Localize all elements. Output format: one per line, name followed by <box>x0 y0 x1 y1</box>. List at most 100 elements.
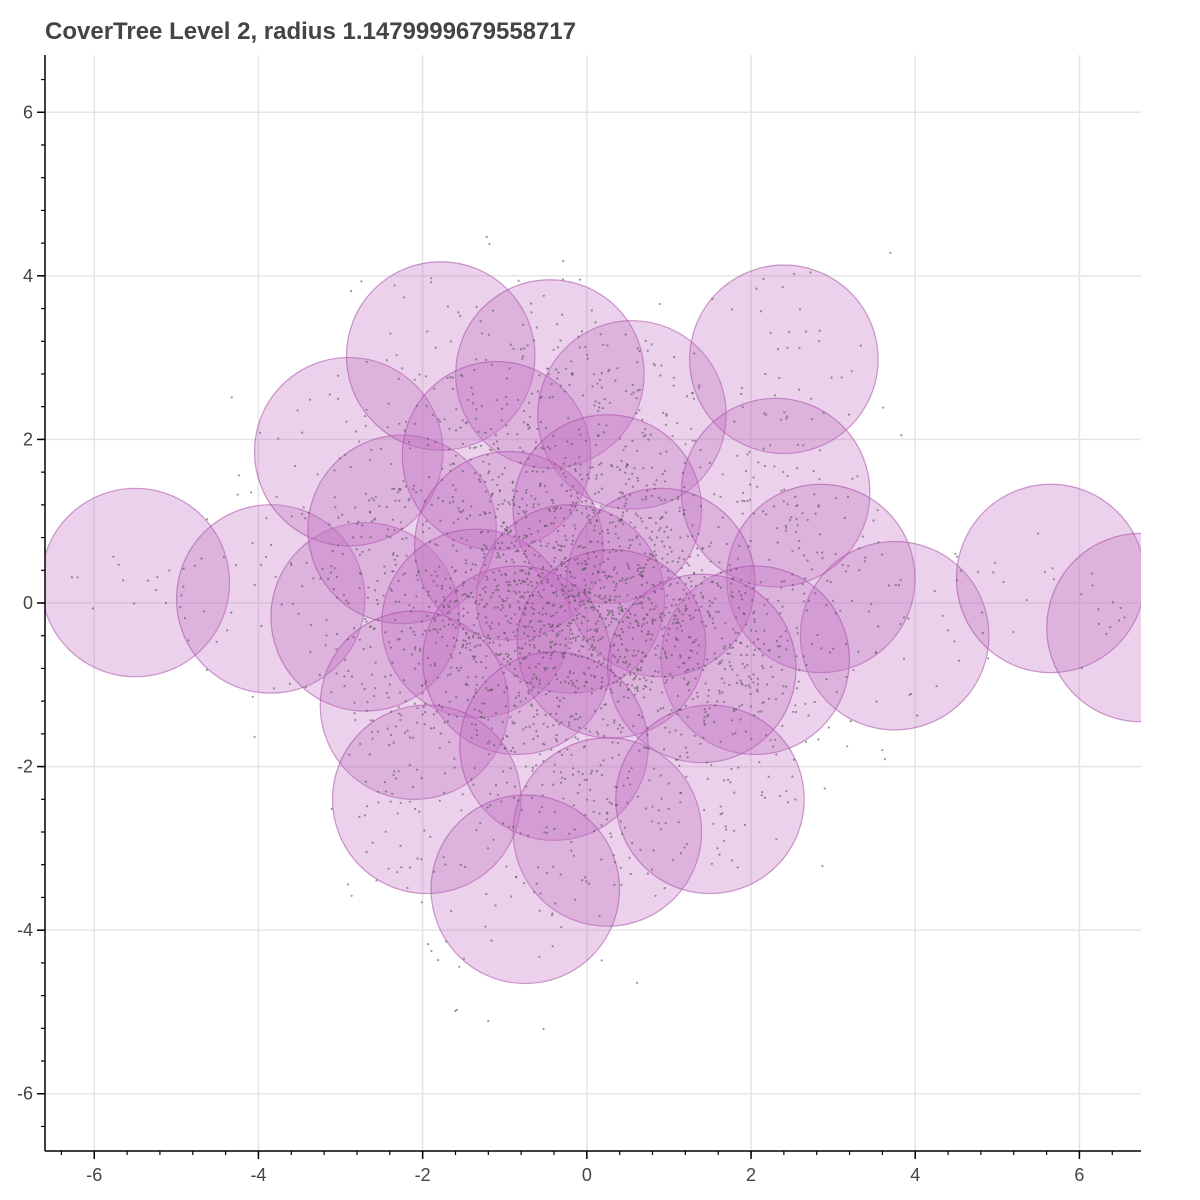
data-point <box>531 796 534 799</box>
data-point <box>640 583 644 586</box>
data-point <box>572 773 575 776</box>
data-point <box>432 580 435 583</box>
data-point <box>568 672 572 675</box>
data-point <box>417 662 420 665</box>
data-point <box>710 862 714 865</box>
data-point <box>332 587 335 591</box>
data-point <box>718 561 721 564</box>
data-point <box>251 542 254 545</box>
data-point <box>441 584 444 588</box>
data-point <box>773 738 777 741</box>
data-point <box>765 612 769 615</box>
data-point <box>683 461 686 464</box>
data-point <box>549 645 552 648</box>
data-point <box>607 532 610 535</box>
data-point <box>916 714 919 717</box>
data-point <box>393 284 396 287</box>
data-point <box>676 422 679 425</box>
data-point <box>344 453 347 456</box>
data-point <box>554 444 557 447</box>
data-point <box>466 611 469 614</box>
data-point <box>449 586 452 590</box>
data-point <box>662 706 665 710</box>
data-point <box>606 798 609 801</box>
data-point <box>526 423 529 426</box>
data-point <box>631 842 634 845</box>
data-point <box>644 428 647 431</box>
data-point <box>413 702 416 705</box>
data-point <box>525 534 529 537</box>
data-point <box>806 518 809 522</box>
data-point <box>644 498 648 501</box>
data-point <box>846 745 849 748</box>
data-point <box>541 613 544 616</box>
data-point <box>433 387 436 390</box>
data-point <box>718 692 721 695</box>
data-point <box>679 791 682 795</box>
data-point <box>510 617 513 620</box>
data-point <box>687 597 690 600</box>
data-point <box>744 592 747 595</box>
data-point <box>781 692 784 695</box>
data-point <box>694 677 697 680</box>
data-point <box>849 720 852 723</box>
data-point <box>692 572 695 576</box>
data-point <box>742 491 745 495</box>
data-point <box>604 617 607 620</box>
data-point <box>510 895 513 898</box>
data-point <box>721 812 724 815</box>
data-point <box>338 457 341 460</box>
data-point <box>518 608 522 611</box>
data-point <box>894 583 897 587</box>
data-point <box>782 470 785 474</box>
data-point <box>387 402 390 405</box>
data-point <box>546 725 549 728</box>
data-point <box>571 539 575 542</box>
data-point <box>606 664 609 667</box>
data-point <box>479 320 482 323</box>
data-point <box>736 557 740 560</box>
data-point <box>370 520 373 523</box>
data-point <box>542 760 545 763</box>
data-point <box>524 765 528 768</box>
data-point <box>559 549 563 552</box>
data-point <box>1097 622 1100 626</box>
data-point <box>744 730 747 733</box>
data-point <box>472 624 476 627</box>
data-point <box>489 688 492 691</box>
data-point <box>309 651 312 654</box>
data-point <box>526 681 529 684</box>
data-point <box>579 473 582 476</box>
data-point <box>626 665 629 668</box>
data-point <box>659 581 662 584</box>
data-point <box>877 541 880 544</box>
data-point <box>810 397 813 400</box>
data-point <box>713 652 716 655</box>
data-point <box>358 587 361 590</box>
data-point <box>608 612 611 615</box>
data-point <box>393 770 396 773</box>
data-point <box>584 727 587 730</box>
data-point <box>847 413 851 416</box>
data-point <box>670 709 673 712</box>
data-point <box>429 835 432 839</box>
data-point <box>635 603 638 606</box>
data-point <box>584 813 587 817</box>
data-point <box>696 662 700 666</box>
data-point <box>545 826 548 829</box>
data-point <box>516 623 519 626</box>
data-point <box>492 838 495 841</box>
data-point <box>495 588 498 592</box>
data-point <box>787 801 790 804</box>
data-point <box>360 682 364 686</box>
data-point <box>661 628 664 631</box>
data-point <box>555 590 558 593</box>
data-point <box>784 529 788 532</box>
data-point <box>483 552 486 556</box>
data-point <box>829 651 832 654</box>
data-point <box>657 822 660 825</box>
data-point <box>574 527 577 530</box>
data-point <box>368 548 371 552</box>
